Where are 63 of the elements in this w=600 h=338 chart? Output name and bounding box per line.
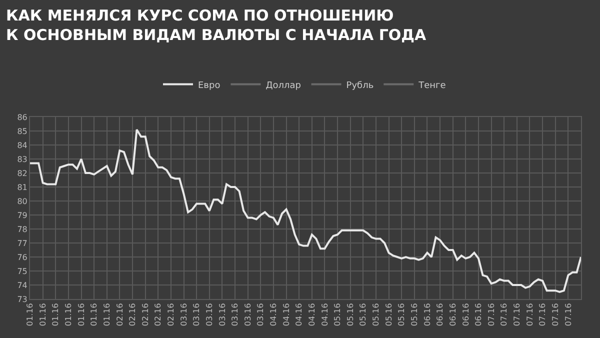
x-tick-label: 02.16 — [115, 303, 124, 326]
y-tick-label: 81 — [17, 182, 28, 192]
x-tick-label: 07.16 — [550, 303, 560, 326]
x-tick-label: 05.16 — [358, 303, 368, 326]
x-tick-label: 05.16 — [397, 303, 406, 326]
legend-label: Евро — [198, 80, 221, 91]
x-tick-label: 06.16 — [436, 303, 445, 326]
x-tick-label: 05.16 — [333, 303, 342, 326]
x-tick-label: 07.16 — [525, 303, 534, 326]
x-tick-label: 07.16 — [538, 303, 548, 326]
x-tick-label: 01.16 — [102, 303, 112, 326]
x-tick-label: 01.16 — [26, 303, 35, 326]
x-tick-label: 07.16 — [512, 303, 522, 326]
x-tick-label: 01.16 — [90, 303, 99, 326]
y-tick-label: 76 — [17, 252, 28, 262]
y-tick-label: 78 — [17, 224, 28, 234]
y-tick-label: 80 — [17, 196, 28, 206]
line-series — [30, 128, 581, 293]
y-tick-label: 86 — [17, 112, 28, 122]
x-tick-label: 02.16 — [128, 303, 138, 326]
x-tick-label: 04.16 — [308, 303, 317, 326]
x-tick-label: 03.16 — [230, 303, 240, 326]
x-tick-label: 03.16 — [192, 303, 202, 326]
x-tick-label: 06.16 — [422, 303, 432, 326]
y-tick-label: 82 — [17, 168, 28, 178]
y-tick-label: 83 — [17, 154, 28, 164]
x-tick-label: 03.16 — [218, 303, 227, 326]
x-tick-label: 01.16 — [64, 303, 74, 326]
y-tick-label: 77 — [17, 238, 28, 248]
x-tick-label: 04.16 — [294, 303, 304, 326]
legend-label: Доллар — [266, 80, 302, 91]
x-tick-label: 02.16 — [140, 303, 150, 326]
x-tick-label: 03.16 — [179, 303, 188, 326]
x-tick-label: 01.16 — [38, 303, 48, 326]
y-tick-label: 85 — [17, 126, 28, 136]
x-tick-label: 06.16 — [461, 303, 470, 326]
x-tick-label: 05.16 — [384, 303, 394, 326]
x-tick-label: 01.16 — [76, 303, 86, 326]
x-tick-label: 02.16 — [154, 303, 163, 326]
y-tick-label: 74 — [17, 280, 28, 290]
y-tick-label: 73 — [17, 294, 28, 304]
legend-label: Рубль — [346, 80, 374, 91]
x-tick-label: 03.16 — [205, 303, 214, 326]
x-tick-label: 07.16 — [564, 303, 573, 326]
x-tick-label: 07.16 — [500, 303, 509, 326]
y-tick-label: 84 — [17, 140, 28, 150]
x-tick-label: 07.16 — [486, 303, 496, 326]
x-tick-label: 05.16 — [372, 303, 381, 326]
x-tick-label: 06.16 — [474, 303, 484, 326]
legend-label: Тенге — [418, 80, 446, 91]
y-tick-label: 75 — [17, 266, 28, 276]
x-tick-label: 04.16 — [282, 303, 291, 326]
x-tick-label: 04.16 — [320, 303, 330, 326]
x-tick-label: 03.16 — [243, 303, 252, 326]
x-tick-label: 05.16 — [410, 303, 420, 326]
x-tick-label: 06.16 — [448, 303, 458, 326]
x-tick-label: 03.16 — [256, 303, 266, 326]
chart-title: КАК МЕНЯЛСЯ КУРС СОМА ПО ОТНОШЕНИЮ К ОСНОВНЫМ ВИДАМ ВАЛЮТЫ С НАЧАЛА ГОДА — [6, 6, 427, 44]
x-tick-label: 02.16 — [166, 303, 176, 326]
x-tick-label: 01.16 — [51, 303, 60, 326]
y-tick-label: 79 — [17, 210, 28, 220]
x-tick-label: 05.16 — [346, 303, 355, 326]
x-tick-label: 04.16 — [269, 303, 278, 326]
